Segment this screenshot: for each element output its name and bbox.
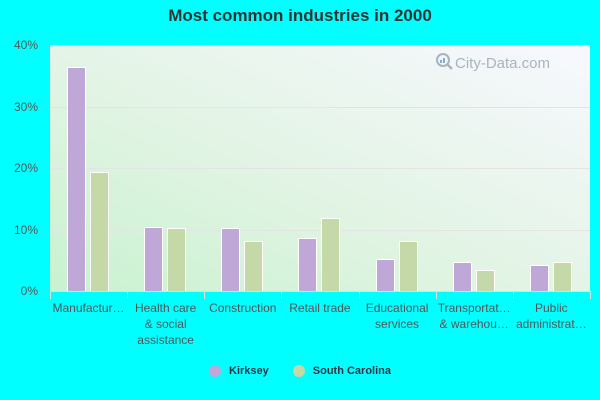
bar-kirksey[interactable] <box>375 259 395 291</box>
bar-south-carolina[interactable] <box>552 262 572 291</box>
x-tick-label: Transportat… & warehou… <box>437 301 511 331</box>
x-tick <box>127 291 129 299</box>
bar-south-carolina[interactable] <box>244 240 264 291</box>
y-tick-label: 0% <box>20 284 38 298</box>
x-tick <box>50 291 51 299</box>
y-tick-label: 20% <box>13 161 38 175</box>
x-tick <box>512 291 514 299</box>
plot-area <box>50 45 590 291</box>
chart-title: Most common industries in 2000 <box>168 6 432 25</box>
bar-south-carolina[interactable] <box>90 172 109 291</box>
legend-label: South Carolina <box>312 365 391 377</box>
bar-south-carolina[interactable] <box>321 218 341 291</box>
x-tick-label: Health care & social assistance <box>134 301 197 347</box>
bar-kirksey[interactable] <box>221 228 241 291</box>
y-tick-label: 40% <box>13 38 38 52</box>
bar-south-carolina[interactable] <box>475 270 495 291</box>
bar-kirksey[interactable] <box>452 262 472 291</box>
bar-kirksey[interactable] <box>298 238 318 291</box>
watermark-text: City-Data.com <box>455 54 551 72</box>
bar-south-carolina[interactable] <box>167 228 187 291</box>
x-tick <box>435 291 437 299</box>
x-tick <box>358 291 360 299</box>
y-tick-label: 10% <box>13 222 38 237</box>
magnifier-chart-icon <box>435 52 453 74</box>
x-tick-label: Construction <box>209 301 277 315</box>
bar-kirksey[interactable] <box>144 227 164 291</box>
legend-swatch-icon <box>209 365 221 377</box>
gridline <box>50 168 590 169</box>
x-axis-line <box>50 291 590 292</box>
x-tick <box>281 291 283 299</box>
watermark: City-Data.com <box>435 52 550 74</box>
gridline <box>50 229 590 231</box>
x-tick <box>204 291 206 299</box>
bar-south-carolina[interactable] <box>398 240 418 291</box>
legend-item-kirksey[interactable]: Kirksey <box>209 365 269 377</box>
legend-swatch-icon <box>292 365 305 377</box>
y-tick-label: 30% <box>13 99 38 114</box>
bar-kirksey[interactable] <box>67 67 86 291</box>
x-tick-label: Retail trade <box>289 301 351 315</box>
legend-label: Kirksey <box>229 365 269 377</box>
gridline <box>50 106 590 108</box>
legend: Kirksey South Carolina <box>0 365 600 377</box>
x-tick <box>590 291 591 299</box>
bar-kirksey[interactable] <box>529 264 549 291</box>
x-tick-label: Educational services <box>365 301 429 331</box>
x-tick-label: Manufactur… <box>52 301 125 315</box>
x-tick-label: Public administrat… <box>516 301 587 331</box>
legend-item-south-carolina[interactable]: South Carolina <box>292 365 391 377</box>
